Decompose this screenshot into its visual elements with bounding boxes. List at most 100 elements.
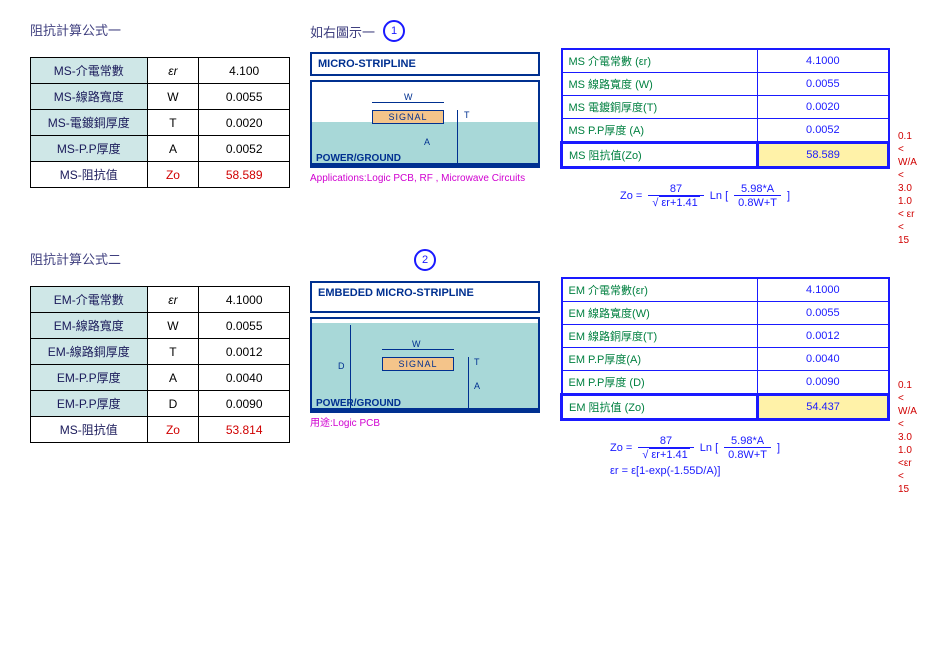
section-microstrip: 阻抗計算公式一 MS-介電常數 εr 4.100 MS-線路寬度 W 0.005… xyxy=(30,20,915,209)
table-row: EM 線路銅厚度(T) 0.0012 xyxy=(562,325,889,348)
sqrt-icon: εr+1.41 xyxy=(642,449,689,461)
result-val: 53.814 xyxy=(199,417,290,443)
frac-den: 0.8W+T xyxy=(724,447,771,461)
table-row: EM-介電常數 εr 4.1000 xyxy=(31,287,290,313)
right-column-2: EM 介電常數(εr) 4.1000 EM 線路寬度(W) 0.0055 EM … xyxy=(560,249,915,477)
diagram-caption: Applications:Logic PCB, RF , Microwave C… xyxy=(310,172,540,185)
formula-frac2: 5.98*A 0.8W+T xyxy=(724,435,771,461)
formula-zo-1: Zo = 87 εr+1.41 Ln [ 5.98*A 0.8W+T ] xyxy=(620,183,915,209)
result-val: 58.589 xyxy=(199,162,290,188)
table-row: MS-介電常數 εr 4.100 xyxy=(31,58,290,84)
frac-num: 5.98*A xyxy=(741,183,774,195)
mid-title: 如右圖示一 xyxy=(310,22,375,41)
rparam-val: 0.0052 xyxy=(758,119,889,143)
param-sym: εr xyxy=(147,58,199,84)
dim-label-d: D xyxy=(338,361,345,371)
table-row: EM 介電常數(εr) 4.1000 xyxy=(562,278,889,302)
dim-label-a: A xyxy=(424,137,430,147)
rparam-name: EM 線路寬度(W) xyxy=(562,302,758,325)
em-right-param-table: EM 介電常數(εr) 4.1000 EM 線路寬度(W) 0.0055 EM … xyxy=(560,277,890,421)
param-name: EM-P.P厚度 xyxy=(31,365,148,391)
constraint-line1: 0.1 < W/A < 3.0 xyxy=(898,131,916,194)
table-row: EM P.P厚度(A) 0.0040 xyxy=(562,348,889,371)
param-name: MS-線路寬度 xyxy=(31,84,148,110)
table-row: EM-線路寬度 W 0.0055 xyxy=(31,313,290,339)
dim-line-a xyxy=(468,371,469,409)
result-name: MS-阻抗值 xyxy=(31,162,148,188)
table-row: MS-線路寬度 W 0.0055 xyxy=(31,84,290,110)
power-ground-label: POWER/GROUND xyxy=(316,153,401,164)
signal-trace: SIGNAL xyxy=(372,110,444,124)
formula-frac1: 87 εr+1.41 xyxy=(648,183,703,209)
table-row: MS P.P厚度 (A) 0.0052 xyxy=(562,119,889,143)
formula-extra: εr = ε[1-exp(-1.55D/A)] xyxy=(610,465,720,477)
param-sym: T xyxy=(147,339,199,365)
param-sym: T xyxy=(147,110,199,136)
param-sym: A xyxy=(147,365,199,391)
constraint-text: 0.1 < W/A < 3.0 1.0 < εr < 15 xyxy=(898,130,916,247)
formula-frac2: 5.98*A 0.8W+T xyxy=(734,183,781,209)
section1-title: 阻抗計算公式一 xyxy=(30,20,290,39)
param-val: 0.0090 xyxy=(199,391,290,417)
formula-frac1: 87 εr+1.41 xyxy=(638,435,693,461)
param-val: 0.0012 xyxy=(199,339,290,365)
table-row-result: MS-阻抗值 Zo 58.589 xyxy=(31,162,290,188)
dim-label-t: T xyxy=(464,110,470,120)
em-param-table: EM-介電常數 εr 4.1000 EM-線路寬度 W 0.0055 EM-線路… xyxy=(30,286,290,443)
rparam-name: MS P.P厚度 (A) xyxy=(562,119,758,143)
mid-column-2: 2 EMBEDED MICRO-STRIPLINE SIGNAL W T A D… xyxy=(310,249,540,430)
param-name: EM-介電常數 xyxy=(31,287,148,313)
table-row: EM-P.P厚度 D 0.0090 xyxy=(31,391,290,417)
dim-line-w xyxy=(382,349,454,350)
right-column-1: MS 介電常數 (εr) 4.1000 MS 線路寬度 (W) 0.0055 M… xyxy=(560,20,915,209)
mid-title-row: 如右圖示一 1 xyxy=(310,20,540,42)
constraint-line2: 1.0 <εr < 15 xyxy=(898,445,912,495)
mid-title-row: 2 xyxy=(310,249,540,271)
param-val: 0.0055 xyxy=(199,313,290,339)
table-row-result: MS 阻抗值(Zo) 58.589 xyxy=(562,143,889,168)
rresult-val: 58.589 xyxy=(758,143,889,168)
constraint-line2: 1.0 < εr < 15 xyxy=(898,196,914,246)
rparam-name: MS 電鍍銅厚度(T) xyxy=(562,96,758,119)
frac-den: εr+1.41 xyxy=(638,447,693,461)
ms-param-table: MS-介電常數 εr 4.100 MS-線路寬度 W 0.0055 MS-電鍍銅… xyxy=(30,57,290,188)
formula-lhs: Zo = xyxy=(610,442,632,454)
table-row: EM-線路銅厚度 T 0.0012 xyxy=(31,339,290,365)
circle-number-icon: 2 xyxy=(414,249,436,271)
param-sym: A xyxy=(147,136,199,162)
table-row-result: EM 阻抗值 (Zo) 54.437 xyxy=(562,395,889,420)
rparam-val: 0.0012 xyxy=(758,325,889,348)
result-name: MS-阻抗值 xyxy=(31,417,148,443)
dim-label-t: T xyxy=(474,357,480,367)
dim-line-t xyxy=(468,357,469,371)
diagram-caption: 用途:Logic PCB xyxy=(310,417,540,430)
section-embedded-microstrip: 阻抗計算公式二 EM-介電常數 εr 4.1000 EM-線路寬度 W 0.00… xyxy=(30,249,915,477)
param-sym: W xyxy=(147,84,199,110)
dim-line-t xyxy=(457,110,458,124)
rresult-val: 54.437 xyxy=(758,395,889,420)
result-sym: Zo xyxy=(147,162,199,188)
table-row: MS 線路寬度 (W) 0.0055 xyxy=(562,73,889,96)
param-name: MS-電鍍銅厚度 xyxy=(31,110,148,136)
param-name: EM-線路寬度 xyxy=(31,313,148,339)
dim-line-w xyxy=(372,102,444,103)
formula-zo-2: Zo = 87 εr+1.41 Ln [ 5.98*A 0.8W+T ] xyxy=(610,435,915,461)
left-column-2: 阻抗計算公式二 EM-介電常數 εr 4.1000 EM-線路寬度 W 0.00… xyxy=(30,249,290,443)
table-row: MS-電鍍銅厚度 T 0.0020 xyxy=(31,110,290,136)
rparam-name: MS 線路寬度 (W) xyxy=(562,73,758,96)
formula-ln: Ln [ xyxy=(710,190,728,202)
param-val: 0.0020 xyxy=(199,110,290,136)
table-row: MS 介電常數 (εr) 4.1000 xyxy=(562,49,889,73)
formula-lhs: Zo = xyxy=(620,190,642,202)
param-val: 0.0055 xyxy=(199,84,290,110)
rparam-name: EM P.P厚度(A) xyxy=(562,348,758,371)
formula-er-correction: εr = ε[1-exp(-1.55D/A)] xyxy=(610,465,915,477)
param-val: 4.1000 xyxy=(199,287,290,313)
table-row: EM 線路寬度(W) 0.0055 xyxy=(562,302,889,325)
param-name: EM-線路銅厚度 xyxy=(31,339,148,365)
sqrt-icon: εr+1.41 xyxy=(652,197,699,209)
param-val: 0.0052 xyxy=(199,136,290,162)
table-row: EM-P.P厚度 A 0.0040 xyxy=(31,365,290,391)
frac-num: 87 xyxy=(660,435,672,447)
dim-label-a: A xyxy=(474,381,480,391)
